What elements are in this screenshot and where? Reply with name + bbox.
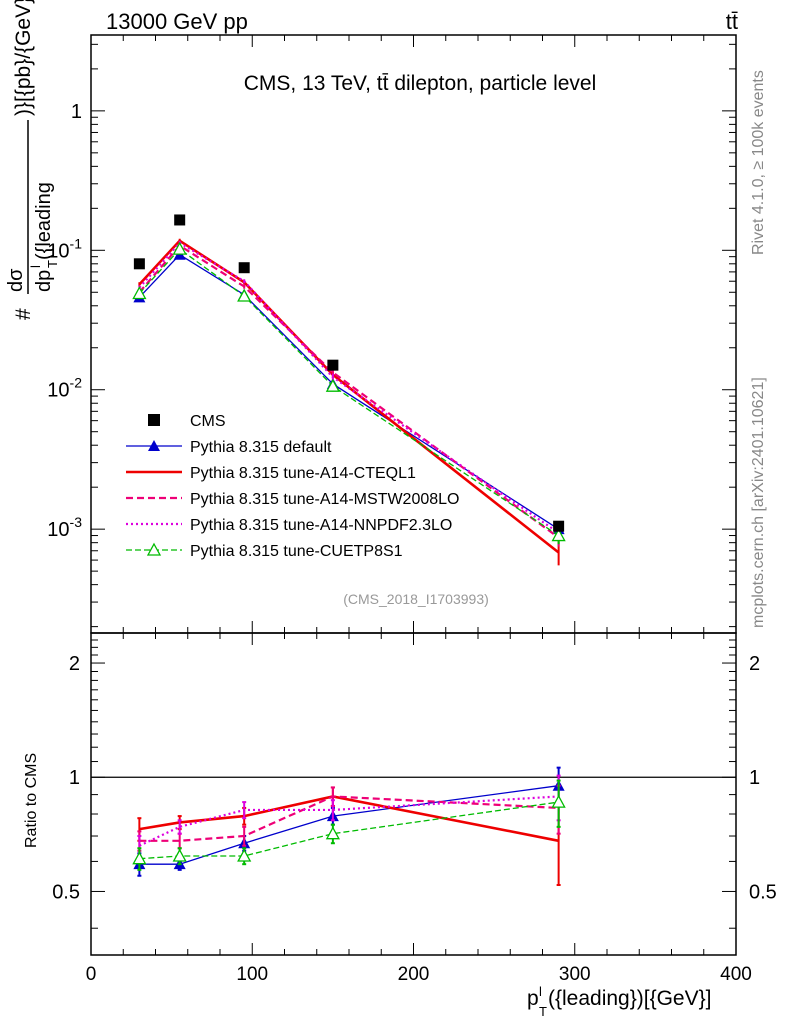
svg-text:l: l <box>28 265 43 268</box>
point-marker <box>132 851 147 865</box>
process-label: tt̄ <box>726 9 738 34</box>
point-marker <box>237 848 252 862</box>
legend-label: CMS <box>190 413 226 430</box>
svg-text:({leading: ({leading <box>33 182 55 260</box>
x-axis-label: p T l ({leading})[{GeV}] <box>527 984 711 1019</box>
svg-text:T: T <box>45 260 60 268</box>
svg-text:l: l <box>539 984 542 999</box>
x-tick-label: 200 <box>398 964 430 985</box>
svg-text:({leading})[{GeV}]: ({leading})[{GeV}] <box>548 987 711 1010</box>
ratio-plot-frame <box>90 632 737 956</box>
legend-label: Pythia 8.315 tune-A14-CTEQL1 <box>190 465 416 482</box>
svg-text:)}[{pb}/{GeV}]: )}[{pb}/{GeV}] <box>12 0 35 116</box>
point-marker <box>148 440 160 451</box>
ratio-series-line <box>139 785 559 865</box>
y-tick-label: 10-3 <box>47 514 82 541</box>
point-marker <box>325 826 340 840</box>
main-series-group <box>132 214 566 566</box>
ratio-y-tick-label-right: 0.5 <box>749 881 777 903</box>
legend-label: Pythia 8.315 tune-A14-NNPDF2.3LO <box>190 517 452 534</box>
rivet-label: Rivet 4.1.0, ≥ 100k events <box>750 70 767 255</box>
y-tick-label: 10-2 <box>47 375 82 402</box>
cms-data-point <box>238 262 250 274</box>
svg-text:p: p <box>527 987 539 1010</box>
main-series-line <box>138 253 559 530</box>
x-tick-label: 300 <box>559 964 591 985</box>
analysis-id: (CMS_2018_I1703993) <box>343 591 489 607</box>
legend-marker-cms <box>148 414 160 426</box>
svg-text:dp: dp <box>33 270 55 292</box>
svg-text:#: # <box>12 308 35 320</box>
ratio-y-tick-label: 1 <box>69 767 80 789</box>
ratio-y-tick-label-right: 1 <box>749 767 760 789</box>
y-tick-label: 1 <box>71 101 82 123</box>
ratio-y-tick-label: 2 <box>69 653 80 675</box>
chart-title: CMS, 13 TeV, tt̄ dilepton, particle leve… <box>244 72 597 95</box>
ratio-series-group <box>132 766 566 886</box>
legend-label: Pythia 8.315 tune-A14-MSTW2008LO <box>190 491 459 508</box>
point-marker <box>237 288 252 302</box>
point-marker <box>325 378 340 392</box>
main-y-axis-label: # dσ dp T l ({leading )}[{pb}/{GeV}] <box>5 0 60 320</box>
point-marker <box>132 286 147 300</box>
ratio-series-line <box>139 801 559 860</box>
point-marker <box>551 528 566 542</box>
cms-data-point <box>174 214 186 226</box>
x-tick-label: 400 <box>720 964 752 985</box>
y-tick-label: 10-1 <box>47 235 82 262</box>
ratio-axis-ticks: 0 100 200 300 400 0.5 0.5 1 1 2 2 <box>52 633 777 985</box>
svg-text:T: T <box>539 1004 547 1019</box>
cms-data-point <box>133 258 145 270</box>
cms-data-point <box>327 359 339 371</box>
main-axis-ticks: 10-3 10-2 10-1 1 <box>47 35 737 633</box>
x-tick-label: 0 <box>86 964 97 985</box>
point-marker <box>172 241 187 255</box>
ratio-series-line <box>139 795 559 842</box>
svg-text:dσ: dσ <box>5 268 27 292</box>
ratio-y-tick-label: 0.5 <box>52 881 80 903</box>
point-marker <box>146 542 162 556</box>
ratio-series-line <box>139 795 559 843</box>
ratio-y-tick-label-right: 2 <box>749 653 760 675</box>
x-tick-label: 100 <box>236 964 268 985</box>
point-marker <box>172 848 187 862</box>
main-plot-frame <box>90 34 737 634</box>
point-marker <box>551 794 566 808</box>
legend-label: Pythia 8.315 tune-CUETP8S1 <box>190 543 403 560</box>
legend-label: Pythia 8.315 default <box>190 439 332 456</box>
ratio-y-axis-label: Ratio to CMS <box>23 753 40 848</box>
energy-label: 13000 GeV pp <box>106 9 248 34</box>
legend: CMS Pythia 8.315 default Pythia 8.315 tune… <box>126 413 459 560</box>
cms-data-point <box>553 520 565 532</box>
mcplots-label: mcplots.cern.ch [arXiv:2401.10621] <box>750 377 767 628</box>
